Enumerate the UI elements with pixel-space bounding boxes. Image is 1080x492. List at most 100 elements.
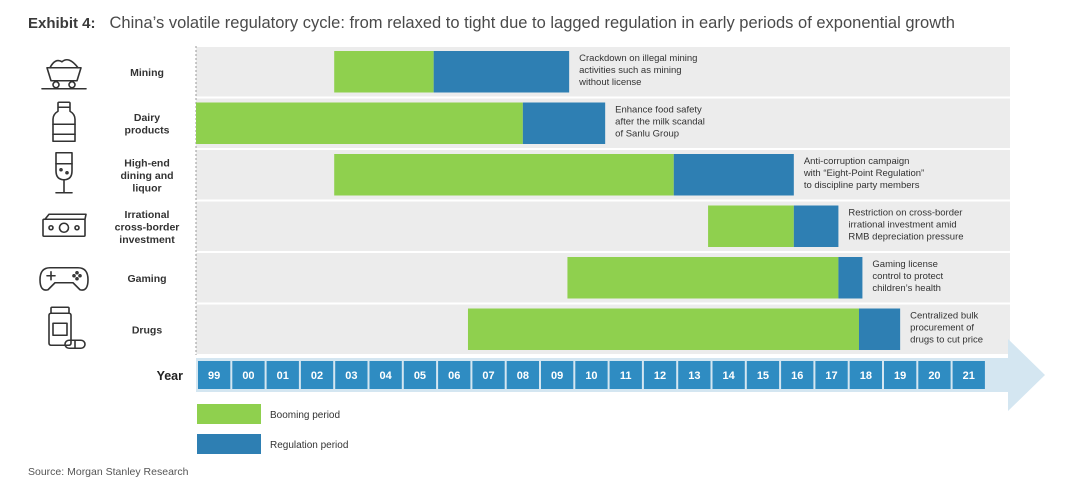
axis-label: Year xyxy=(157,369,184,383)
year-tick-label: 14 xyxy=(723,370,736,382)
year-tick-label: 09 xyxy=(551,370,563,382)
year-tick-label: 17 xyxy=(825,370,837,382)
row-annotation: Restriction on cross-border xyxy=(848,208,962,219)
row-annotation: activities such as mining xyxy=(579,65,681,76)
row-annotation: with “Eight-Point Regulation” xyxy=(803,168,924,179)
exhibit-header: Exhibit 4: China’s volatile regulatory cy… xyxy=(28,14,955,33)
row-annotation: to discipline party members xyxy=(804,180,920,191)
row-annotation: Enhance food safety xyxy=(615,105,702,116)
row-annotation: control to protect xyxy=(872,271,943,282)
booming-bar xyxy=(567,257,839,299)
year-cell xyxy=(712,361,745,389)
row-annotation: drugs to cut price xyxy=(910,335,983,346)
year-cell xyxy=(952,361,985,389)
category-label: cross-border xyxy=(115,221,180,233)
row-annotation: of Sanlu Group xyxy=(615,129,679,140)
regulation-bar xyxy=(793,205,839,247)
year-cell xyxy=(300,361,334,389)
year-tick-label: 03 xyxy=(345,370,357,382)
year-cell xyxy=(849,361,882,389)
wine-glass-icon xyxy=(55,151,73,194)
row-annotation: RMB depreciation pressure xyxy=(848,232,963,243)
category-label: Irrational xyxy=(125,209,170,221)
milk-bottle-icon xyxy=(52,101,76,143)
category-label: Gaming xyxy=(127,273,166,285)
year-tick-label: 00 xyxy=(242,370,254,382)
source-note: Source: Morgan Stanley Research xyxy=(28,466,189,478)
year-tick-label: 06 xyxy=(448,370,460,382)
year-tick-label: 16 xyxy=(791,370,803,382)
booming-bar xyxy=(467,308,859,350)
category-label: liquor xyxy=(132,182,161,194)
row-annotation: Crackdown on illegal mining xyxy=(579,53,697,64)
year-cell xyxy=(678,361,711,389)
year-cell xyxy=(643,361,677,389)
row-annotation: Anti-corruption campaign xyxy=(804,156,910,167)
row-band xyxy=(196,201,1010,251)
category-label: products xyxy=(125,125,170,137)
row-annotation: children’s health xyxy=(872,283,940,294)
booming-bar xyxy=(334,154,674,196)
booming-bar xyxy=(334,51,434,93)
row-annotation: Centralized bulk xyxy=(910,311,978,322)
year-cell xyxy=(575,361,608,389)
row-annotation: after the milk scandal xyxy=(615,117,705,128)
year-cell xyxy=(403,361,437,389)
row-annotation: procurement of xyxy=(910,323,974,334)
regulation-bar xyxy=(858,308,901,350)
regulation-bar xyxy=(838,257,863,299)
year-tick-label: 05 xyxy=(414,370,426,382)
year-tick-label: 21 xyxy=(963,370,975,382)
year-cell xyxy=(335,361,368,389)
year-cell xyxy=(506,361,539,389)
year-cell xyxy=(541,361,574,389)
year-cell xyxy=(472,361,505,389)
year-cell xyxy=(232,361,265,389)
row-annotation: irrational investment amid xyxy=(848,220,956,231)
year-tick-label: 20 xyxy=(928,370,940,382)
category-label: Drugs xyxy=(132,324,162,336)
mining-cart-icon xyxy=(41,58,87,90)
row-annotation: Gaming license xyxy=(872,259,937,270)
category-label: High-end xyxy=(124,157,170,169)
booming-bar xyxy=(196,102,523,144)
category-label: Dairy xyxy=(134,112,160,124)
cash-icon xyxy=(42,213,87,238)
year-tick-label: 12 xyxy=(654,370,666,382)
year-tick-label: 02 xyxy=(311,370,323,382)
year-cell xyxy=(918,361,951,389)
year-cell xyxy=(746,361,780,389)
year-cell xyxy=(609,361,642,389)
category-label: investment xyxy=(119,234,175,246)
exhibit-title: China’s volatile regulatory cycle: from … xyxy=(109,14,955,32)
booming-bar xyxy=(708,205,794,247)
legend-swatch-booming xyxy=(197,404,261,424)
category-label: Mining xyxy=(130,67,164,79)
row-annotation: without license xyxy=(578,77,641,88)
gamepad-icon xyxy=(39,266,89,291)
regulation-bar xyxy=(673,154,794,196)
regulation-bar xyxy=(433,51,570,93)
year-tick-label: 15 xyxy=(757,370,769,382)
year-cell xyxy=(781,361,814,389)
year-tick-label: 99 xyxy=(208,370,220,382)
year-cell xyxy=(438,361,471,389)
year-cell xyxy=(198,361,231,389)
year-cell xyxy=(884,361,917,389)
year-tick-label: 10 xyxy=(585,370,597,382)
year-tick-label: 07 xyxy=(482,370,494,382)
regulation-bar xyxy=(522,102,606,144)
year-tick-label: 01 xyxy=(277,370,289,382)
pill-bottle-icon xyxy=(48,306,86,350)
exhibit-label: Exhibit 4: xyxy=(28,15,96,32)
year-tick-label: 11 xyxy=(620,370,632,382)
year-tick-label: 13 xyxy=(688,370,700,382)
year-tick-label: 19 xyxy=(894,370,906,382)
year-cell xyxy=(815,361,848,389)
category-label: dining and xyxy=(120,170,173,182)
year-tick-label: 08 xyxy=(517,370,529,382)
row-band xyxy=(196,47,1010,97)
year-cell xyxy=(266,361,299,389)
year-tick-label: 18 xyxy=(860,370,872,382)
